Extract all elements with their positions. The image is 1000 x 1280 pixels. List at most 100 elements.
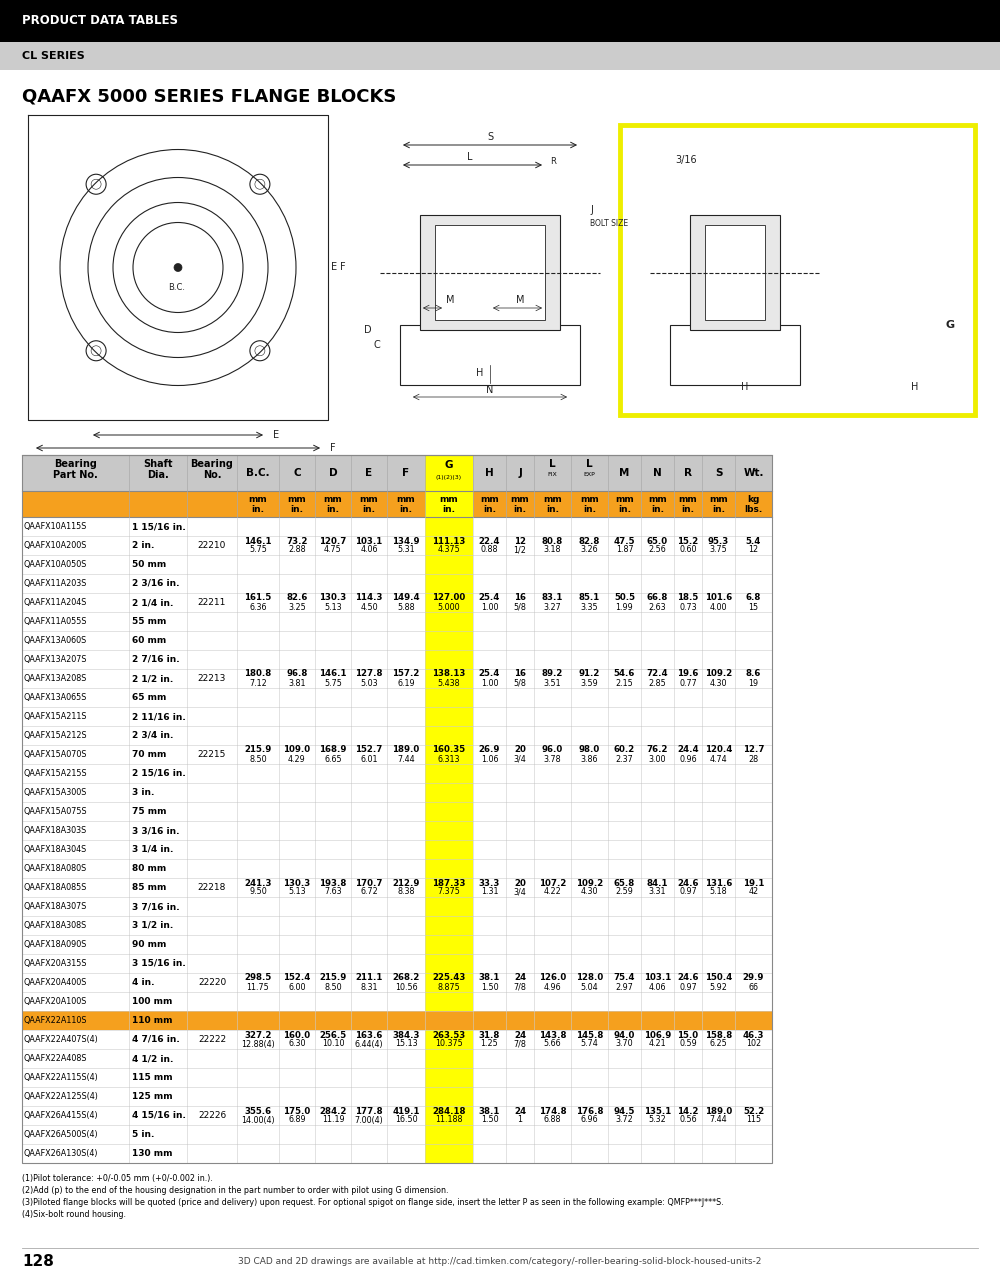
Bar — [425, 1125, 473, 1144]
Bar — [425, 612, 473, 631]
Text: 3.26: 3.26 — [581, 545, 598, 554]
Text: 1.00: 1.00 — [481, 603, 498, 612]
Bar — [22, 1050, 772, 1068]
Text: 3.25: 3.25 — [288, 603, 306, 612]
Text: mm: mm — [543, 494, 562, 503]
Text: 6.313: 6.313 — [438, 754, 460, 763]
Text: H: H — [741, 381, 749, 392]
Bar — [22, 573, 772, 593]
Text: 38.1: 38.1 — [479, 974, 500, 983]
Text: 3 1/2 in.: 3 1/2 in. — [132, 922, 173, 931]
Text: 115 mm: 115 mm — [132, 1073, 173, 1082]
Bar — [22, 783, 772, 803]
Text: 28: 28 — [748, 754, 759, 763]
Text: 7.63: 7.63 — [324, 887, 342, 896]
Bar — [400, 325, 580, 385]
Text: 0.59: 0.59 — [679, 1039, 697, 1048]
Text: QAAFX10A050S: QAAFX10A050S — [24, 561, 87, 570]
Text: 138.13: 138.13 — [432, 669, 466, 678]
Text: QAAFX26A415S(4): QAAFX26A415S(4) — [24, 1111, 99, 1120]
Text: 3.35: 3.35 — [581, 603, 598, 612]
Text: 127.00: 127.00 — [432, 594, 466, 603]
Text: 384.3: 384.3 — [392, 1030, 420, 1039]
Text: 8.875: 8.875 — [438, 983, 460, 992]
Text: 4.30: 4.30 — [581, 887, 598, 896]
Text: 146.1: 146.1 — [319, 669, 347, 678]
Bar — [425, 820, 473, 840]
Text: 6.36: 6.36 — [249, 603, 267, 612]
Text: 4.75: 4.75 — [324, 545, 342, 554]
Text: 157.2: 157.2 — [392, 669, 420, 678]
Text: 115: 115 — [746, 1115, 761, 1125]
Text: 80 mm: 80 mm — [132, 864, 166, 873]
Text: 215.9: 215.9 — [319, 974, 347, 983]
Text: 4.06: 4.06 — [649, 983, 666, 992]
Text: 1.99: 1.99 — [616, 603, 633, 612]
Text: 14.2: 14.2 — [677, 1106, 699, 1115]
Text: BOLT SIZE: BOLT SIZE — [590, 219, 628, 228]
Text: F: F — [330, 443, 336, 453]
Text: 16.50: 16.50 — [395, 1115, 417, 1125]
Text: 120.7: 120.7 — [319, 536, 347, 545]
Bar — [425, 573, 473, 593]
Text: 3/16: 3/16 — [675, 155, 697, 165]
Text: 4 1/2 in.: 4 1/2 in. — [132, 1053, 173, 1062]
Text: No.: No. — [203, 470, 221, 480]
Text: 1.50: 1.50 — [481, 1115, 498, 1125]
Text: 5 in.: 5 in. — [132, 1130, 154, 1139]
Text: 19: 19 — [748, 678, 759, 687]
Text: 3.18: 3.18 — [544, 545, 561, 554]
Text: 12: 12 — [748, 545, 759, 554]
Text: 9.50: 9.50 — [249, 887, 267, 896]
Text: 65.0: 65.0 — [647, 536, 668, 545]
Bar — [425, 764, 473, 783]
Text: 327.2: 327.2 — [244, 1030, 272, 1039]
Text: 175.0: 175.0 — [283, 1106, 311, 1115]
Text: N: N — [486, 385, 494, 396]
Text: 4.22: 4.22 — [544, 887, 561, 896]
Text: 149.4: 149.4 — [392, 594, 420, 603]
Text: 2.85: 2.85 — [649, 678, 666, 687]
Text: QAAFX22A115S(4): QAAFX22A115S(4) — [24, 1073, 99, 1082]
Text: B.C.: B.C. — [168, 283, 185, 292]
Text: 26.9: 26.9 — [479, 745, 500, 754]
Text: 18.5: 18.5 — [677, 594, 699, 603]
Text: QAAFX22A408S: QAAFX22A408S — [24, 1053, 88, 1062]
Text: QAAFX20A315S: QAAFX20A315S — [24, 959, 88, 968]
Text: 101.6: 101.6 — [705, 594, 732, 603]
Text: R: R — [550, 157, 556, 166]
Bar — [22, 1125, 772, 1144]
Text: QAAFX26A500S(4): QAAFX26A500S(4) — [24, 1130, 99, 1139]
Text: 22211: 22211 — [198, 598, 226, 607]
Text: 5.000: 5.000 — [438, 603, 460, 612]
Text: 134.9: 134.9 — [392, 536, 420, 545]
Text: 10.56: 10.56 — [395, 983, 417, 992]
Text: 1 15/16 in.: 1 15/16 in. — [132, 522, 186, 531]
Text: 163.6: 163.6 — [355, 1030, 383, 1039]
Text: 152.7: 152.7 — [355, 745, 383, 754]
Text: 96.8: 96.8 — [286, 669, 308, 678]
Text: QAAFX13A207S: QAAFX13A207S — [24, 655, 88, 664]
Bar — [22, 878, 772, 897]
Text: 20: 20 — [514, 745, 526, 754]
Bar — [22, 916, 772, 934]
Text: 114.3: 114.3 — [355, 594, 383, 603]
Text: 24: 24 — [514, 974, 526, 983]
Text: 8.31: 8.31 — [360, 983, 378, 992]
Bar — [420, 215, 560, 330]
Text: S: S — [487, 132, 493, 142]
Text: in.: in. — [442, 506, 456, 515]
Text: mm: mm — [580, 494, 599, 503]
Bar — [22, 612, 772, 631]
Text: 22222: 22222 — [198, 1036, 226, 1044]
Text: 96.0: 96.0 — [542, 745, 563, 754]
Text: 89.2: 89.2 — [542, 669, 563, 678]
Text: Wt.: Wt. — [743, 468, 764, 477]
Text: 5.4: 5.4 — [746, 536, 761, 545]
Text: 131.6: 131.6 — [705, 878, 732, 887]
Text: 187.33: 187.33 — [432, 878, 466, 887]
Text: in.: in. — [326, 506, 340, 515]
Bar — [22, 954, 772, 973]
Text: 109.2: 109.2 — [576, 878, 603, 887]
Text: 2 3/4 in.: 2 3/4 in. — [132, 731, 173, 740]
